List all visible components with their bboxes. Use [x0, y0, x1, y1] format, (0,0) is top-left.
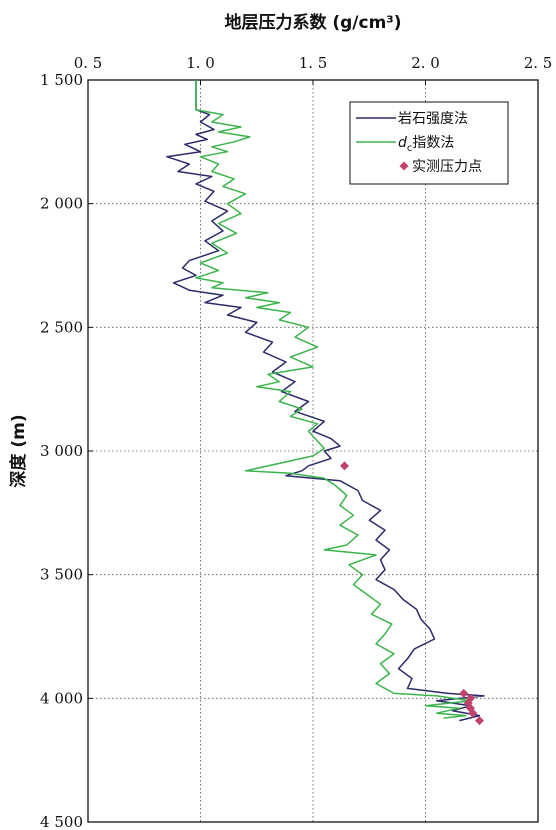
y-axis-title: 深度 (m): [8, 414, 29, 487]
x-tick-label: 2. 5: [524, 54, 553, 72]
measured-pressure-point: [340, 461, 349, 471]
x-tick-label: 2. 0: [411, 54, 440, 72]
y-tick-label: 2 500: [40, 318, 83, 336]
y-tick-label: 4 000: [40, 689, 83, 707]
legend-label-1: dc指数法: [398, 135, 454, 154]
series-line-0: [166, 80, 485, 722]
legend-label-0: 岩石强度法: [398, 111, 468, 127]
y-tick-label: 3 500: [40, 566, 83, 584]
gridlines: [88, 80, 538, 822]
y-tick-label: 1 500: [40, 71, 83, 89]
legend-label-main: d: [398, 135, 407, 151]
y-tick-label: 2 000: [40, 195, 83, 213]
measured-pressure-point: [475, 716, 484, 726]
x-axis-title: 地层压力系数 (g/cm³): [224, 12, 401, 33]
legend-label-sub: c: [407, 143, 413, 154]
legend-label-2: 实测压力点: [412, 159, 482, 175]
series-group: [166, 80, 485, 726]
x-tick-label: 1. 5: [299, 54, 328, 72]
x-axis-ticks: 0. 5 1. 0 1. 5 2. 0 2. 5: [74, 54, 553, 85]
measured-pressure-point: [468, 708, 478, 718]
series-line-1: [195, 80, 472, 719]
legend-label-rest: 指数法: [412, 135, 454, 151]
x-tick-label: 0. 5: [74, 54, 103, 72]
legend-box: [349, 101, 509, 185]
y-tick-label: 4 500: [40, 813, 83, 830]
legend-swatch-2: [399, 161, 409, 171]
x-tick-label: 1. 0: [186, 54, 215, 72]
y-axis-ticks: 1 500 2 000 2 500 3 000 3 500 4 000 4 500: [40, 71, 93, 830]
measured-pressure-point: [459, 688, 469, 698]
y-tick-label: 3 000: [40, 442, 83, 460]
